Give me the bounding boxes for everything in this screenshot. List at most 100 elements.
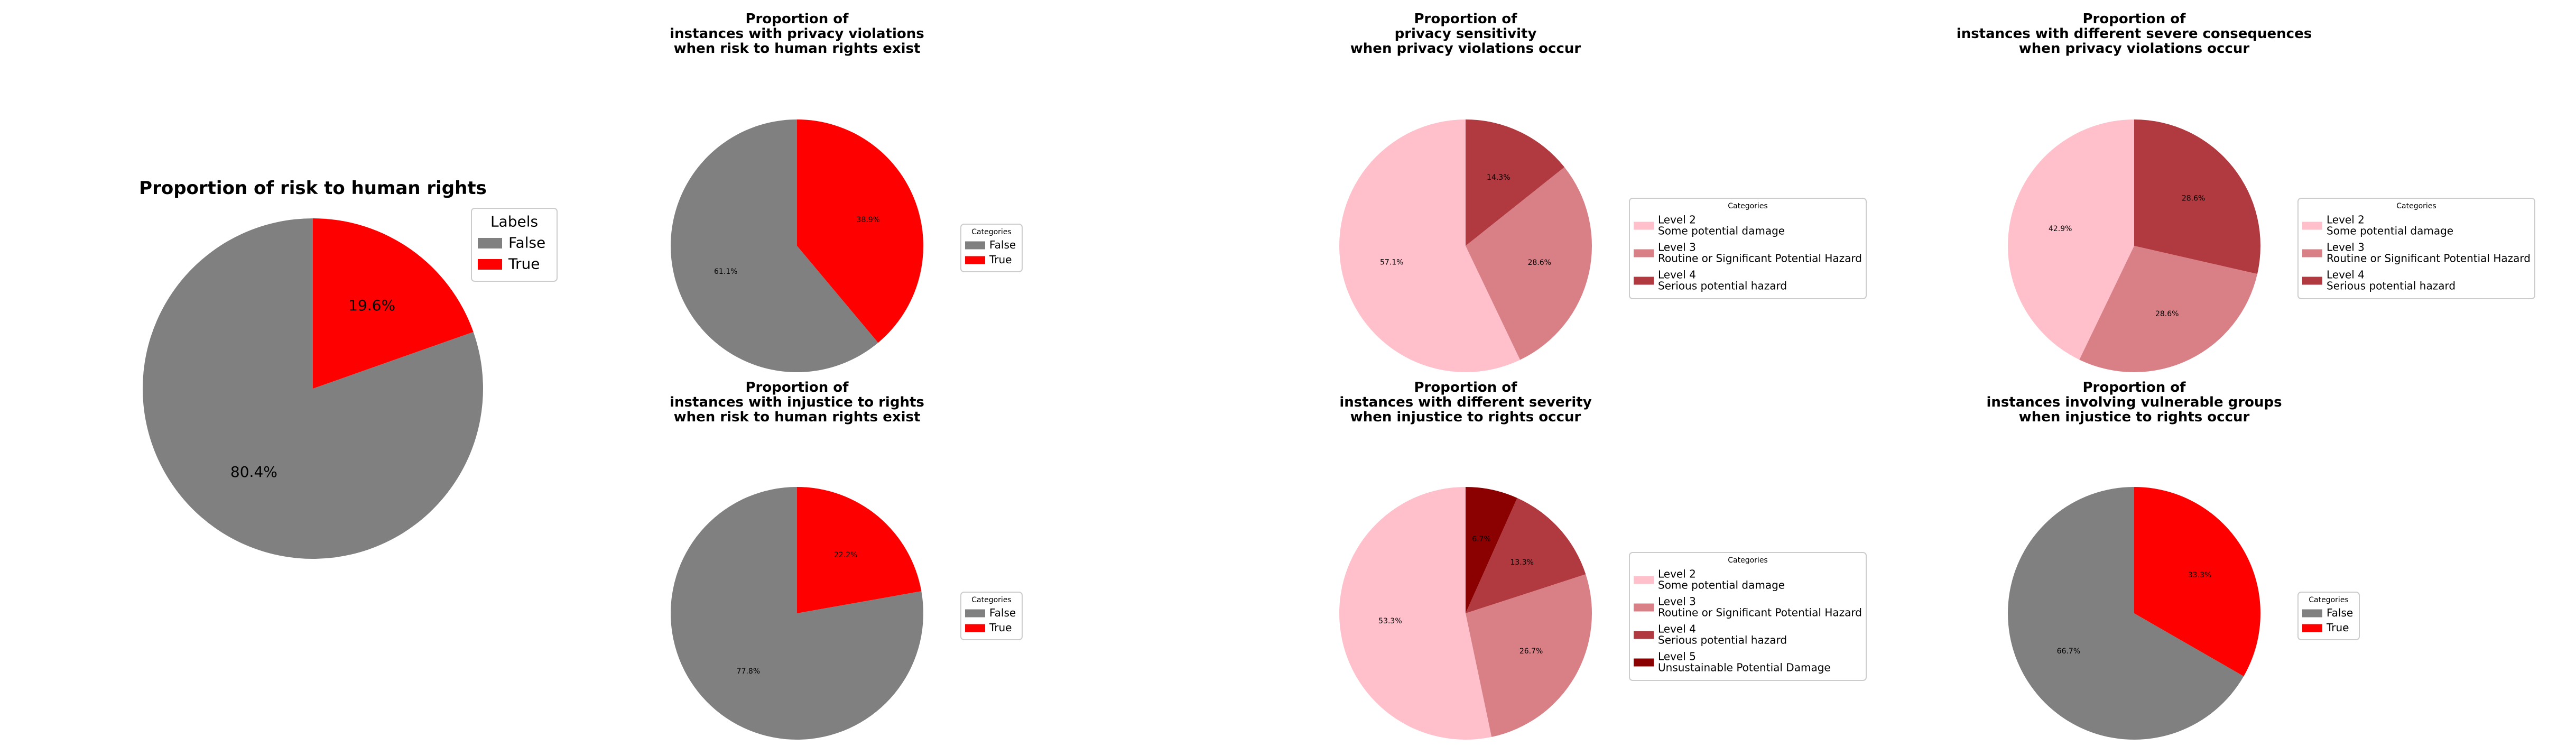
pie-slice — [2134, 487, 2261, 677]
pie-slice — [1466, 119, 1564, 246]
legend-swatch — [478, 238, 502, 248]
legend-swatch — [2302, 277, 2322, 285]
slice-percent-label: 13.3% — [1510, 558, 1533, 567]
pie-chart-4: Proportion of instances with different se… — [1957, 11, 2535, 372]
pie-slice — [1466, 487, 1517, 613]
pie-chart-1: Proportion of risk to human rights 80.4% 1… — [139, 178, 558, 559]
chart-title: Proportion of instances with privacy viol… — [670, 11, 924, 57]
legend-swatch — [478, 259, 502, 270]
chart-title-line: instances involving vulnerable groups — [1986, 394, 2282, 410]
legend-item-label: Level 3 Routine or Significant Potential … — [1658, 241, 1862, 264]
slice-percent-label: 28.6% — [2182, 195, 2205, 203]
legend-item-label-line: Level 5 — [1658, 650, 1696, 662]
chart-title-line: Proportion of — [1414, 380, 1518, 395]
pie-slice — [2079, 246, 2258, 372]
slice-percent-label: 53.3% — [1378, 617, 1402, 625]
legend-box — [2297, 198, 2535, 299]
pie-chart-7: Proportion of instances involving vulnera… — [1986, 380, 2360, 740]
legend-item-label-line: Serious potential hazard — [1658, 279, 1787, 292]
legend-item-label-line: False — [989, 238, 1016, 251]
legend-box — [1629, 198, 1867, 299]
pie-slice — [1339, 487, 1492, 740]
legend-swatch — [1634, 631, 1654, 639]
legend-swatch — [1634, 576, 1654, 584]
legend-item-label: False — [508, 234, 545, 251]
legend-title: Labels — [490, 213, 538, 230]
legend-item-label-line: Some potential damage — [1658, 578, 1785, 591]
chart-title: Proportion of instances with different se… — [1339, 380, 1591, 425]
legend-item-label-line: False — [989, 606, 1016, 619]
chart-title-line: Proportion of — [1414, 11, 1518, 27]
legend-item-label-line: False — [2327, 606, 2353, 619]
chart-title-line: Proportion of risk to human rights — [139, 178, 487, 199]
legend-title: Categories — [971, 596, 1011, 604]
legend-item-label-line: True — [508, 255, 540, 272]
pie-chart-2: Proportion of instances with privacy viol… — [670, 11, 1023, 373]
legend-item-label-line: Level 4 — [1658, 622, 1696, 635]
pie-slice — [142, 218, 483, 559]
legend-item-label-line: Some potential damage — [1658, 224, 1785, 237]
slice-percent-label: 6.7% — [1472, 535, 1491, 544]
legend-item-label: Level 4 Serious potential hazard — [1658, 268, 1787, 292]
legend-item-label-line: True — [989, 621, 1012, 634]
legend-swatch — [965, 241, 985, 250]
legend-swatch — [1634, 277, 1654, 285]
legend-swatch — [1634, 603, 1654, 612]
legend-item-label: True — [508, 255, 540, 272]
legend-title: Categories — [2396, 202, 2436, 210]
chart-title-line: when privacy violations occur — [2019, 41, 2250, 57]
pie-slice — [2008, 119, 2134, 360]
pie-slice — [797, 119, 923, 343]
legend-title: Categories — [1728, 556, 1767, 565]
chart-title-line: instances with different severity — [1339, 394, 1591, 410]
legend-item-label-line: Serious potential hazard — [1658, 633, 1787, 646]
legend-item-label-line: Level 3 — [1658, 241, 1696, 253]
pie-slice — [670, 486, 923, 740]
legend-item-label: False — [989, 238, 1016, 251]
chart-title-line: instances with injustice to rights — [670, 394, 924, 410]
chart-title-line: when risk to human rights exist — [674, 41, 921, 57]
legend-item-label-line: Some potential damage — [2327, 224, 2453, 237]
legend-swatch — [2302, 609, 2322, 618]
slice-percent-label: 61.1% — [714, 268, 737, 276]
slice-percent-label: 26.7% — [1519, 647, 1543, 656]
legend-swatch — [1634, 222, 1654, 230]
legend: Categories Level 2 Some potential damage Le… — [2297, 198, 2535, 299]
pie-slice — [670, 119, 878, 373]
slice-percent-label: 77.8% — [737, 667, 760, 676]
legend-item-label-line: Level 3 — [2327, 241, 2365, 253]
pie-chart-5: Proportion of instances with injustice to… — [670, 380, 1023, 740]
pie-slice — [2008, 487, 2244, 740]
legend-title: Categories — [971, 228, 1011, 236]
slice-percent-label: 80.4% — [230, 463, 277, 481]
chart-title-line: privacy sensitivity — [1395, 26, 1537, 42]
legend-swatch — [1634, 658, 1654, 667]
legend-item-label-line: Level 2 — [1658, 213, 1696, 226]
slice-percent-label: 14.3% — [1487, 173, 1510, 182]
legend-item-label: Level 2 Some potential damage — [1658, 567, 1785, 591]
legend-item-label-line: Routine or Significant Potential Hazard — [1658, 252, 1862, 264]
legend-item-label-line: Routine or Significant Potential Hazard — [1658, 606, 1862, 619]
legend-item-label: True — [989, 621, 1012, 634]
slice-percent-label: 28.6% — [1527, 259, 1551, 267]
legend-item-label: Level 2 Some potential damage — [1658, 213, 1785, 237]
legend: Categories False True — [960, 592, 1023, 640]
legend-item-label: Level 3 Routine or Significant Potential … — [1658, 595, 1862, 619]
slice-percent-label: 42.9% — [2049, 225, 2072, 233]
chart-title-line: when injustice to rights occur — [2019, 409, 2250, 425]
legend-swatch — [1634, 249, 1654, 257]
legend-item-label-line: Level 2 — [2327, 213, 2365, 226]
chart-title-line: instances with privacy violations — [670, 26, 924, 42]
legend-item-label-line: Unsustainable Potential Damage — [1658, 661, 1831, 674]
chart-title-line: Proportion of — [746, 11, 849, 27]
legend: Categories False True — [2297, 592, 2360, 640]
legend-title: Categories — [2309, 596, 2348, 604]
chart-title: Proportion of instances with different se… — [1957, 11, 2312, 57]
chart-title: Proportion of privacy sensitivity when pri… — [1350, 11, 1581, 57]
legend-swatch — [2302, 222, 2322, 230]
pie-chart-6: Proportion of instances with different se… — [1339, 380, 1867, 740]
slice-percent-label: 22.2% — [834, 551, 857, 559]
legend-item-label: True — [989, 253, 1012, 266]
legend-item-label: True — [2326, 621, 2349, 634]
slice-percent-label: 38.9% — [857, 216, 880, 224]
